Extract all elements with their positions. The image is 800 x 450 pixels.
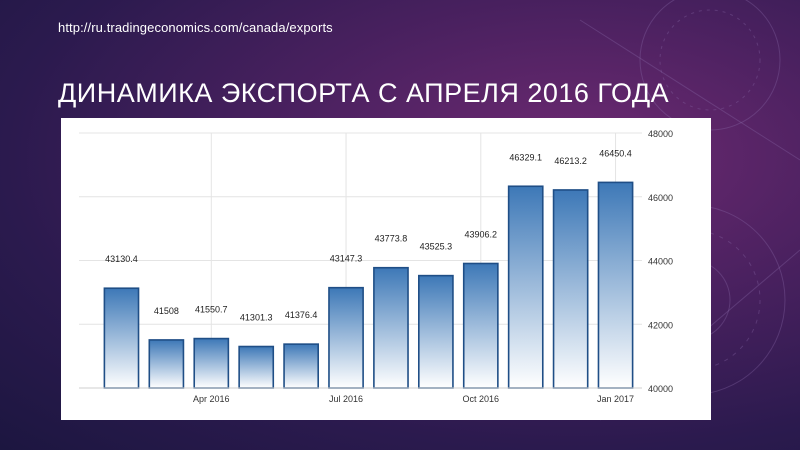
data-label: 46329.1 (509, 152, 542, 162)
bar (193, 337, 230, 389)
bar (373, 266, 409, 389)
bar (148, 339, 185, 389)
bar (328, 286, 364, 389)
y-tick-label: 42000 (648, 320, 673, 330)
y-tick-label: 44000 (648, 257, 673, 267)
x-tick-label: Jan 2017 (597, 394, 634, 404)
bar (238, 345, 275, 389)
data-label: 41301.3 (240, 313, 273, 323)
data-label: 43147.3 (330, 254, 363, 264)
data-label: 43906.2 (465, 229, 498, 239)
chart-panel: 43130.4 41508 41550.7 41301.3 41376.4 43147.3… (61, 118, 711, 420)
data-label: 46213.2 (554, 156, 587, 166)
y-tick-label: 46000 (648, 193, 673, 203)
bar (507, 185, 544, 389)
bar (552, 189, 589, 389)
source-url[interactable]: http://ru.tradingeconomics.com/canada/ex… (58, 20, 333, 35)
exports-bar-chart: 43130.4 41508 41550.7 41301.3 41376.4 43147.3… (79, 129, 673, 404)
data-label: 41550.7 (195, 305, 228, 315)
y-tick-label: 48000 (648, 129, 673, 139)
slide-title: ДИНАМИКА ЭКСПОРТА С АПРЕЛЯ 2016 ГОДА (58, 78, 670, 108)
bar (462, 262, 499, 389)
x-tick-label: Jul 2016 (329, 394, 363, 404)
data-label: 43525.3 (420, 242, 453, 252)
y-tick-label: 40000 (648, 384, 673, 394)
bar (103, 287, 140, 389)
bar (283, 343, 319, 389)
data-label: 41508 (154, 306, 179, 316)
data-label: 41376.4 (285, 310, 318, 320)
bar (418, 274, 454, 389)
bar (597, 181, 634, 389)
x-tick-label: Apr 2016 (193, 394, 230, 404)
data-label: 43773.8 (375, 234, 408, 244)
data-label: 46450.4 (599, 148, 632, 158)
x-tick-label: Oct 2016 (463, 394, 500, 404)
data-label: 43130.4 (105, 254, 138, 264)
